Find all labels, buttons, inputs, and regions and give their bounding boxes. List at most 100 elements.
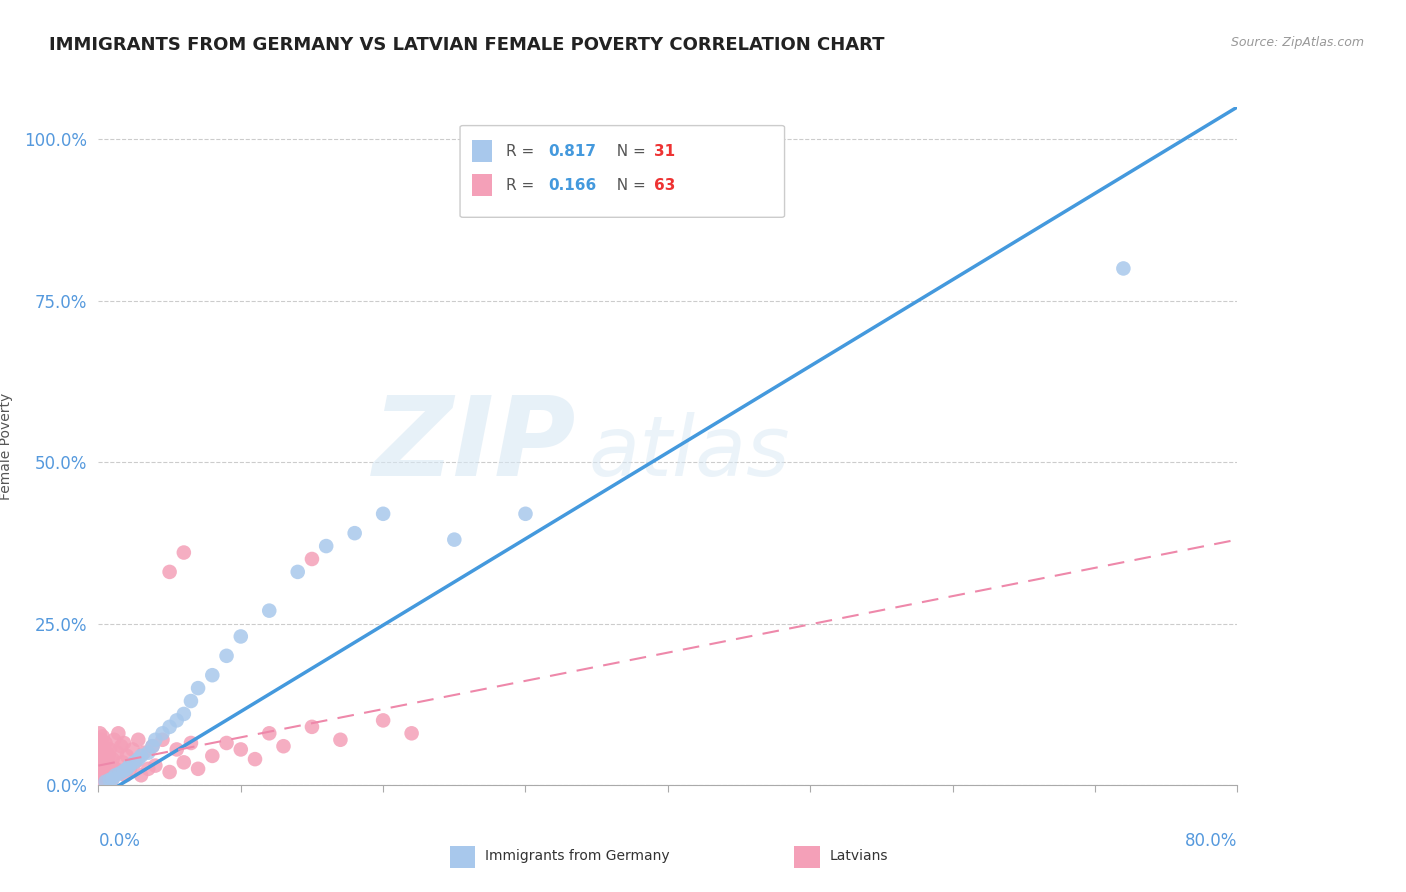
Point bbox=[259, 604, 281, 618]
Point bbox=[98, 742, 121, 756]
Point bbox=[152, 726, 174, 740]
Point bbox=[89, 726, 111, 740]
Text: ZIP: ZIP bbox=[373, 392, 576, 500]
Point bbox=[94, 772, 117, 786]
Text: 80.0%: 80.0% bbox=[1185, 832, 1237, 850]
Text: N =: N = bbox=[607, 178, 651, 193]
Point bbox=[107, 726, 129, 740]
Point bbox=[173, 756, 195, 770]
Point bbox=[166, 742, 188, 756]
Point bbox=[127, 732, 149, 747]
Point bbox=[132, 746, 155, 760]
Point bbox=[89, 765, 111, 780]
Point bbox=[91, 768, 114, 782]
Point bbox=[129, 748, 152, 763]
Point bbox=[97, 768, 120, 782]
Point bbox=[373, 507, 395, 521]
Point bbox=[215, 648, 238, 663]
Point bbox=[173, 545, 195, 559]
Text: 0.817: 0.817 bbox=[548, 144, 596, 159]
Point bbox=[127, 752, 149, 766]
Point bbox=[108, 765, 131, 780]
Point bbox=[98, 765, 121, 780]
Point bbox=[129, 768, 152, 782]
Text: 31: 31 bbox=[654, 144, 675, 159]
Point bbox=[100, 758, 122, 772]
Point bbox=[229, 742, 252, 756]
Point bbox=[1112, 261, 1135, 276]
Point bbox=[145, 758, 167, 772]
Point bbox=[201, 748, 224, 763]
Point bbox=[187, 681, 209, 695]
Point bbox=[91, 730, 114, 744]
Point bbox=[136, 746, 159, 760]
Point bbox=[101, 752, 124, 766]
Point bbox=[259, 726, 281, 740]
Point bbox=[112, 736, 135, 750]
Point bbox=[111, 756, 134, 770]
Point bbox=[114, 768, 136, 782]
Text: 0.0%: 0.0% bbox=[98, 832, 141, 850]
Text: Immigrants from Germany: Immigrants from Germany bbox=[485, 849, 669, 863]
Point bbox=[96, 746, 118, 760]
Point bbox=[101, 772, 124, 786]
Point bbox=[90, 772, 112, 786]
Point bbox=[118, 758, 141, 772]
Text: 63: 63 bbox=[654, 178, 675, 193]
Point bbox=[93, 742, 115, 756]
Text: Source: ZipAtlas.com: Source: ZipAtlas.com bbox=[1230, 36, 1364, 49]
Point bbox=[159, 765, 181, 780]
Point bbox=[110, 739, 132, 754]
Text: N =: N = bbox=[607, 144, 651, 159]
Point bbox=[180, 694, 202, 708]
Point bbox=[115, 748, 138, 763]
Point bbox=[101, 772, 124, 786]
Point bbox=[91, 748, 114, 763]
Text: R =: R = bbox=[506, 144, 540, 159]
Point bbox=[96, 762, 118, 776]
Point bbox=[97, 748, 120, 763]
Point bbox=[301, 720, 323, 734]
Point bbox=[104, 768, 127, 782]
Point bbox=[94, 736, 117, 750]
Point bbox=[159, 565, 181, 579]
Point bbox=[173, 706, 195, 721]
Point bbox=[115, 762, 138, 776]
Point bbox=[108, 766, 131, 780]
Y-axis label: Female Poverty: Female Poverty bbox=[0, 392, 13, 500]
Point bbox=[243, 752, 266, 766]
Point bbox=[87, 758, 110, 772]
Point bbox=[201, 668, 224, 682]
Point bbox=[141, 739, 163, 754]
Point bbox=[118, 762, 141, 776]
Point bbox=[343, 526, 366, 541]
Point bbox=[215, 736, 238, 750]
Point bbox=[124, 756, 146, 770]
Point bbox=[136, 762, 159, 776]
Point bbox=[98, 772, 121, 787]
Point bbox=[94, 774, 117, 789]
Point bbox=[94, 756, 117, 770]
Point bbox=[104, 762, 127, 776]
Text: R =: R = bbox=[506, 178, 540, 193]
Point bbox=[89, 746, 111, 760]
Point bbox=[87, 739, 110, 754]
Text: Latvians: Latvians bbox=[830, 849, 889, 863]
Point bbox=[373, 714, 395, 728]
Point bbox=[90, 752, 112, 766]
Point bbox=[287, 565, 309, 579]
Point bbox=[515, 507, 537, 521]
Point bbox=[90, 732, 112, 747]
Point bbox=[301, 552, 323, 566]
Point bbox=[443, 533, 465, 547]
Point bbox=[273, 739, 295, 754]
Point bbox=[187, 762, 209, 776]
Point bbox=[315, 539, 337, 553]
Point bbox=[329, 732, 352, 747]
Point bbox=[145, 732, 167, 747]
Point bbox=[166, 714, 188, 728]
Point bbox=[105, 746, 128, 760]
Point bbox=[121, 742, 143, 756]
Text: atlas: atlas bbox=[588, 412, 790, 493]
Point bbox=[159, 720, 181, 734]
